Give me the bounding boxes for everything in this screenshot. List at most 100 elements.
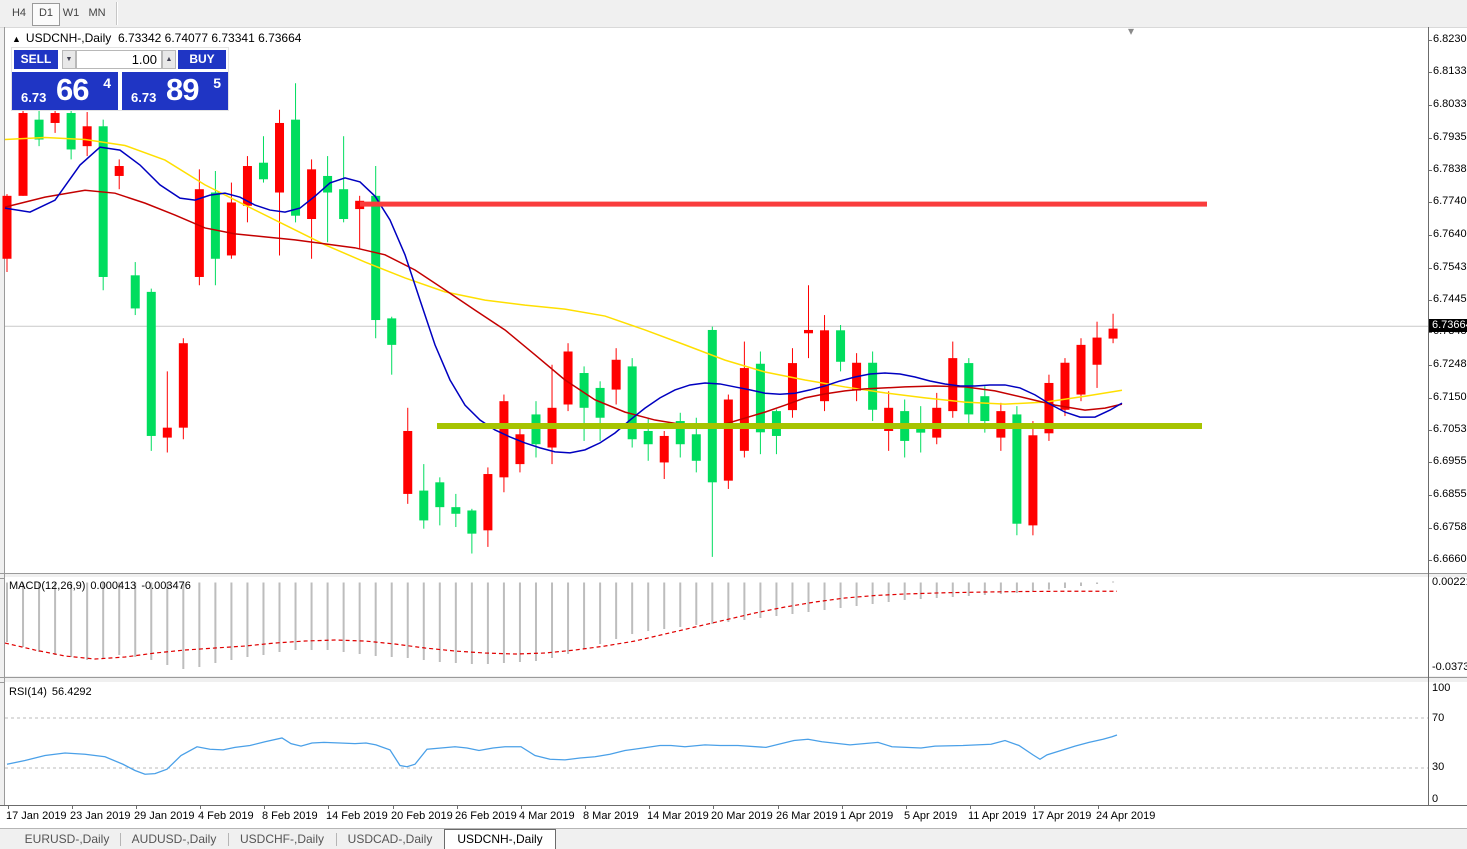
price-axis-tick [1428, 397, 1432, 399]
tab-usdcnh-active[interactable]: USDCNH-,Daily [444, 829, 556, 849]
date-axis-label: 4 Mar 2019 [519, 810, 575, 822]
price-axis-label: 6.78380 [1433, 162, 1467, 175]
price-axis-label: 6.74455 [1433, 292, 1467, 305]
price-axis-tick [1428, 462, 1432, 464]
price-axis-label: 6.75430 [1433, 260, 1467, 273]
chart-title-symbol: USDCNH-,Daily [25, 31, 112, 45]
date-axis-label: 24 Apr 2019 [1096, 810, 1156, 822]
date-axis-label: 17 Jan 2019 [6, 810, 67, 822]
sell-price-small: 6.73 [21, 90, 47, 105]
price-axis-tick [1428, 169, 1432, 171]
tab-separator [228, 833, 229, 846]
current-price-tag: 6.73664 [1429, 319, 1467, 333]
rsi-axis-30: 30 [1432, 761, 1445, 773]
date-axis-tick [72, 805, 73, 809]
price-axis-tick [1428, 365, 1432, 367]
price-axis-label: 6.71505 [1433, 390, 1467, 403]
rsi-title: RSI(14) 56.4292 [9, 686, 92, 698]
date-axis-tick [649, 805, 650, 809]
volume-up-button[interactable]: ▲ [162, 50, 176, 69]
buy-price-sup: 5 [213, 75, 221, 91]
macd-axis-top: 0.002212 [1432, 576, 1467, 588]
date-axis-label: 26 Mar 2019 [776, 810, 838, 822]
toolbar-divider [116, 2, 118, 25]
symbol-marker-icon: ▲ [12, 34, 21, 44]
volume-input[interactable]: 1.00 [76, 50, 162, 69]
date-axis-label: 5 Apr 2019 [904, 810, 958, 822]
date-axis-tick [8, 805, 9, 809]
date-axis-line [0, 805, 1467, 806]
date-axis-tick [136, 805, 137, 809]
date-axis-tick [842, 805, 843, 809]
tab-usdchf[interactable]: USDCHF-,Daily [240, 832, 324, 846]
date-axis-label: 4 Feb 2019 [198, 810, 254, 822]
date-axis-tick [713, 805, 714, 809]
tf-button-d1[interactable]: D1 [32, 3, 60, 26]
date-axis-tick [457, 805, 458, 809]
price-axis-label: 6.76405 [1433, 228, 1467, 241]
date-axis-label: 1 Apr 2019 [840, 810, 894, 822]
date-axis-tick [264, 805, 265, 809]
price-axis-label: 6.70530 [1433, 422, 1467, 435]
date-axis-tick [1034, 805, 1035, 809]
date-axis-tick [585, 805, 586, 809]
date-axis-tick [521, 805, 522, 809]
price-axis-label: 6.77405 [1433, 195, 1467, 208]
date-axis-label: 14 Mar 2019 [647, 810, 709, 822]
tab-separator [120, 833, 121, 846]
price-axis-line [1428, 27, 1429, 805]
tab-usdcad[interactable]: USDCAD-,Daily [347, 832, 433, 846]
tab-audusd[interactable]: AUDUSD-,Daily [131, 832, 217, 846]
rsi-axis-0: 0 [1432, 793, 1439, 805]
price-axis-tick [1428, 429, 1432, 431]
date-axis-label: 26 Feb 2019 [455, 810, 517, 822]
symbol-tab-bar: EURUSD-,Daily AUDUSD-,Daily USDCHF-,Dail… [0, 828, 1467, 849]
chart-shift-marker-icon: ▾ [1128, 24, 1135, 38]
one-click-trade-panel: SELL ▼ 1.00 ▲ BUY 6.73 66 4 6.73 89 5 [12, 48, 228, 110]
volume-down-button[interactable]: ▼ [62, 50, 76, 69]
tf-button-w1[interactable]: W1 [62, 7, 80, 19]
date-axis-label: 17 Apr 2019 [1032, 810, 1092, 822]
price-axis-tick [1428, 40, 1432, 41]
date-axis-label: 20 Mar 2019 [711, 810, 773, 822]
price-axis-label: 6.72480 [1433, 358, 1467, 371]
rsi-panel[interactable] [5, 682, 1467, 805]
price-axis-tick [1428, 267, 1432, 269]
price-axis-label: 6.66605 [1433, 552, 1467, 565]
price-axis-tick [1428, 235, 1432, 237]
price-axis-tick [1428, 299, 1432, 301]
buy-button[interactable]: BUY [178, 50, 226, 69]
sell-price-sup: 4 [103, 75, 111, 91]
price-axis-tick [1428, 495, 1432, 497]
rsi-label: RSI(14) [9, 686, 47, 698]
rsi-value: 56.4292 [51, 686, 92, 698]
sell-price-big: 66 [56, 72, 89, 107]
date-axis-label: 11 Apr 2019 [968, 810, 1027, 822]
sell-button[interactable]: SELL [14, 50, 58, 69]
tab-eurusd[interactable]: EURUSD-,Daily [24, 832, 110, 846]
chart-title-ohlc: 6.73342 6.74077 6.73341 6.73664 [117, 31, 302, 45]
price-axis-label: 6.82305 [1433, 33, 1467, 45]
buy-price-button[interactable]: 6.73 89 5 [122, 72, 228, 110]
date-axis-tick [200, 805, 201, 809]
tf-button-mn[interactable]: MN [88, 7, 106, 19]
date-axis-label: 29 Jan 2019 [134, 810, 195, 822]
date-axis-tick [778, 805, 779, 809]
price-axis-label: 6.79355 [1433, 130, 1467, 143]
macd-title: MACD(12,26,9) 0.000413 -0.003476 [9, 580, 191, 592]
date-axis-strip [0, 806, 1467, 828]
rsi-axis-100: 100 [1432, 682, 1451, 694]
sell-price-button[interactable]: 6.73 66 4 [12, 72, 118, 110]
chart-frame-left [4, 27, 5, 805]
timeframe-toolbar: H4 D1 W1 MN [0, 0, 1467, 28]
tab-separator [336, 833, 337, 846]
macd-panel[interactable] [5, 577, 1467, 676]
price-axis-label: 6.80330 [1433, 98, 1467, 111]
date-axis-label: 8 Mar 2019 [583, 810, 639, 822]
price-axis-tick [1428, 202, 1432, 204]
price-axis-label: 6.69555 [1433, 455, 1467, 468]
price-axis-tick [1428, 559, 1432, 561]
tf-button-h4[interactable]: H4 [11, 7, 27, 19]
price-axis-tick [1428, 137, 1432, 139]
